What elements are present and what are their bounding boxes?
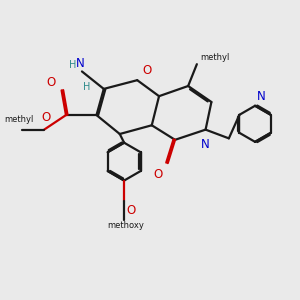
Text: O: O — [142, 64, 152, 77]
Text: N: N — [256, 90, 265, 103]
Text: O: O — [41, 111, 50, 124]
Text: methoxy: methoxy — [107, 221, 144, 230]
Text: H: H — [83, 82, 91, 92]
Text: N: N — [76, 57, 85, 70]
Text: O: O — [127, 204, 136, 218]
Text: H: H — [69, 60, 77, 70]
Text: N: N — [201, 138, 210, 152]
Text: methyl: methyl — [5, 116, 34, 124]
Text: methyl: methyl — [200, 53, 229, 62]
Text: O: O — [46, 76, 56, 89]
Text: O: O — [153, 168, 163, 181]
